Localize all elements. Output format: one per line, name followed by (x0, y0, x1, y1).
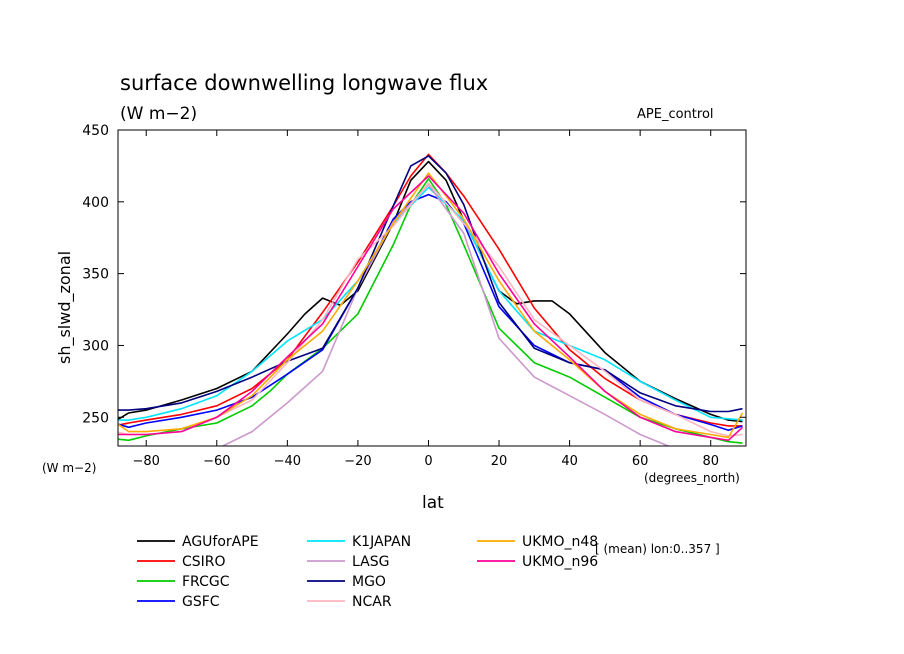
x-units-label: (degrees_north) (644, 471, 740, 485)
legend-label: AGUforAPE (182, 534, 259, 550)
legend-item-gsfc: GSFC (137, 594, 220, 610)
legend-item-k1japan: K1JAPAN (307, 534, 411, 550)
y-tick-label: 400 (82, 195, 109, 211)
y-tick-label: 450 (82, 123, 109, 139)
series-line-lasg (220, 183, 671, 446)
legend-label: CSIRO (182, 554, 226, 570)
chart-title: surface downwelling longwave flux (120, 71, 488, 95)
x-tick-label: 20 (491, 454, 508, 469)
legend-label: FRCGC (182, 574, 230, 590)
legend-label: UKMO_n48 (522, 534, 598, 550)
legend-note: [ (mean) lon:0..357 ] (595, 542, 720, 556)
series-line-k1japan (118, 186, 743, 421)
x-tick-label: 0 (424, 454, 432, 469)
series-line-ukmo_n48 (118, 172, 744, 439)
experiment-label: APE_control (637, 107, 714, 122)
legend-label: GSFC (182, 594, 220, 610)
y-tick-label: 300 (82, 338, 109, 354)
legend: AGUforAPE CSIRO FRCGC GSFC K1JAPAN LASG MGO NCA… (137, 534, 598, 610)
series-line-ukmo_n96 (118, 175, 744, 442)
x-tick-label: −40 (274, 454, 301, 469)
legend-item-ukmo_n48: UKMO_n48 (477, 534, 598, 550)
x-tick-label: −80 (133, 454, 160, 469)
x-axis-label: lat (422, 493, 444, 513)
legend-item-aguforape: AGUforAPE (137, 534, 259, 550)
legend-label: K1JAPAN (352, 534, 411, 550)
x-tick-label: 60 (632, 454, 649, 469)
x-tick-label: 40 (561, 454, 578, 469)
axis-layer: −80 −60 −40 −20 0 20 40 60 80 250 300 350 400 450 (82, 123, 746, 469)
series-line-gsfc (118, 193, 743, 431)
legend-label: LASG (352, 554, 389, 570)
y-axis-label: sh_slwd_zonal (55, 251, 75, 364)
x-tick-label: −20 (344, 454, 371, 469)
plot-frame (117, 129, 747, 447)
units-label: (W m−2) (120, 104, 197, 124)
legend-item-lasg: LASG (307, 554, 389, 570)
legend-label: NCAR (352, 594, 392, 610)
series-line-aguforape (118, 160, 743, 423)
y-units-bottom-label: (W m−2) (42, 461, 96, 475)
legend-item-ncar: NCAR (307, 594, 392, 610)
legend-item-ukmo_n96: UKMO_n96 (477, 554, 598, 570)
legend-label: UKMO_n96 (522, 554, 598, 570)
x-tick-label: 80 (702, 454, 719, 469)
y-tick-label: 350 (82, 267, 109, 283)
series-line-mgo (118, 155, 743, 413)
x-tick-label: −60 (203, 454, 230, 469)
legend-item-csiro: CSIRO (137, 554, 226, 570)
legend-label: MGO (352, 574, 386, 590)
series-layer (118, 153, 744, 446)
legend-item-mgo: MGO (307, 574, 386, 590)
legend-item-frcgc: FRCGC (137, 574, 230, 590)
y-tick-label: 250 (82, 410, 109, 426)
